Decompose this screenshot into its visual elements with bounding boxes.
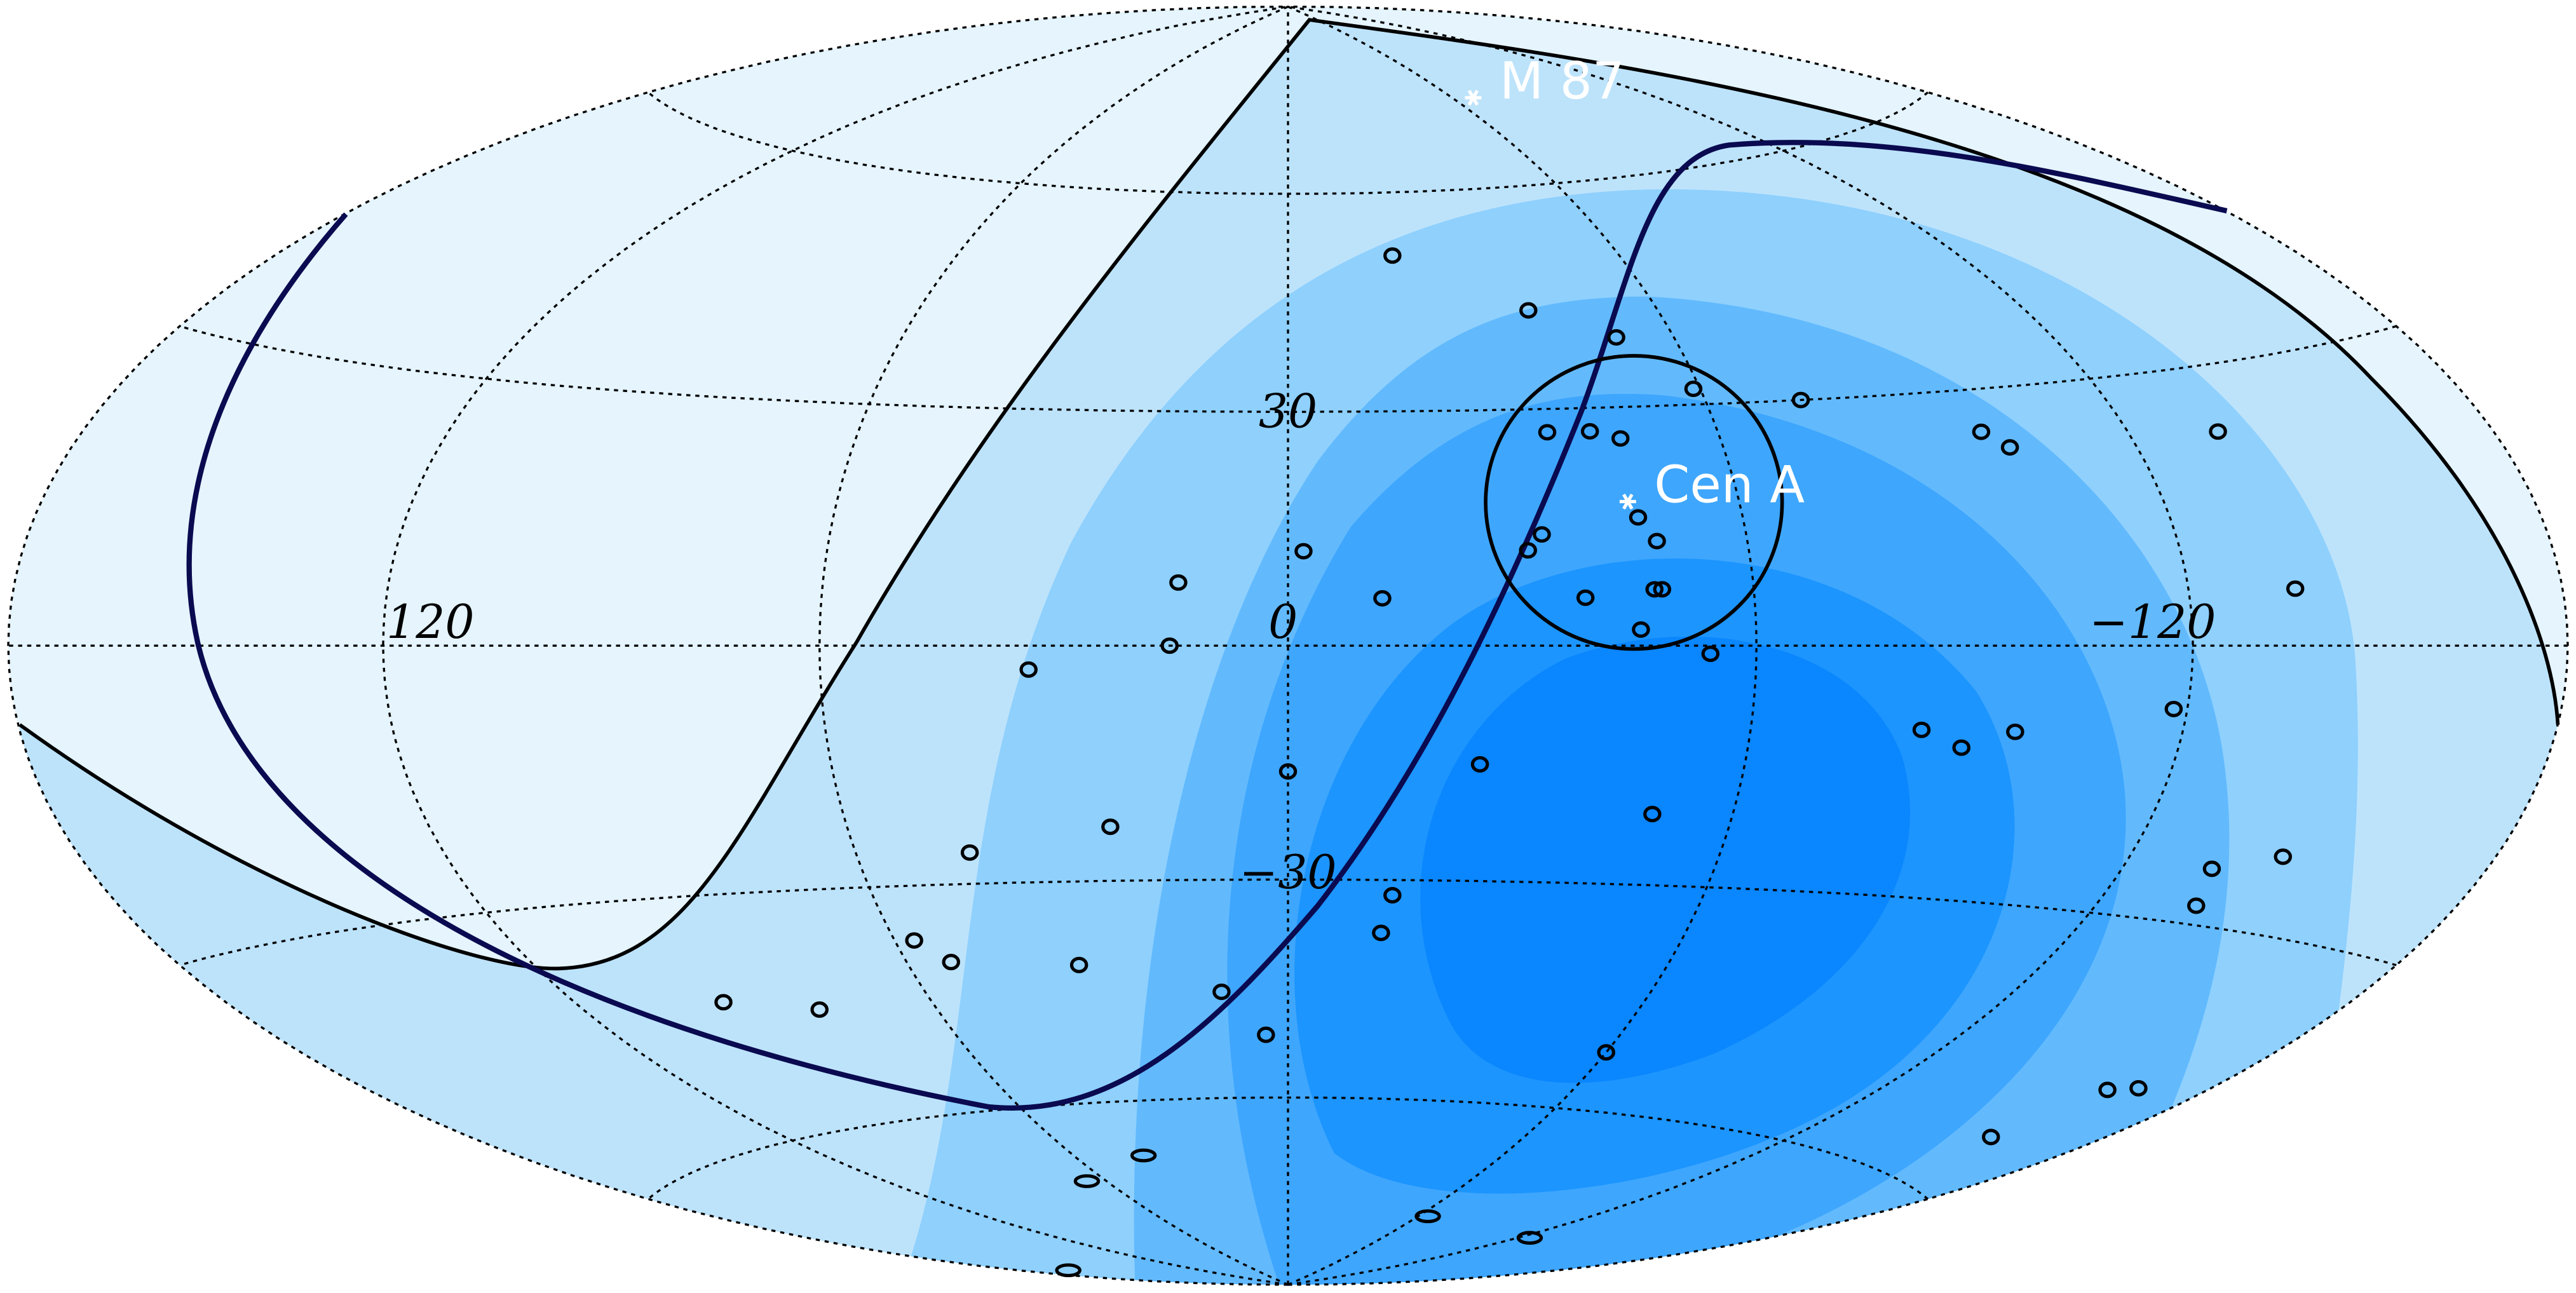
event bbox=[1643, 806, 1662, 823]
event bbox=[1212, 984, 1231, 1000]
event bbox=[1257, 1026, 1275, 1043]
x-tick-label: 120 bbox=[386, 596, 475, 649]
event bbox=[1130, 1148, 1157, 1163]
parallel bbox=[647, 91, 1929, 195]
cen-a-region bbox=[1484, 354, 1784, 651]
source-marker bbox=[1465, 90, 1482, 106]
event bbox=[942, 954, 961, 971]
event bbox=[2000, 439, 2019, 456]
meridian bbox=[7, 5, 1289, 1286]
event bbox=[2286, 580, 2305, 597]
event bbox=[2274, 848, 2293, 865]
event bbox=[1611, 430, 1630, 447]
y-tick-label: −30 bbox=[1239, 846, 1336, 900]
event bbox=[1791, 391, 1810, 409]
event bbox=[960, 844, 979, 861]
source-label: M 87 bbox=[1500, 51, 1625, 111]
event bbox=[1684, 380, 1703, 397]
event bbox=[1607, 329, 1625, 346]
event bbox=[1645, 581, 1664, 598]
event bbox=[1519, 302, 1538, 319]
event bbox=[1982, 1128, 2000, 1146]
parallel bbox=[179, 325, 2397, 413]
event bbox=[1632, 621, 1650, 638]
event bbox=[1648, 532, 1666, 550]
event bbox=[1972, 423, 1991, 440]
event bbox=[1160, 637, 1179, 654]
event bbox=[2209, 423, 2227, 440]
event bbox=[905, 932, 923, 949]
source-label: Cen A bbox=[1654, 455, 1805, 515]
supergalactic-plane bbox=[186, 140, 2228, 1111]
graticule bbox=[7, 5, 2569, 1286]
x-tick-label: 0 bbox=[1268, 596, 1298, 649]
event bbox=[1470, 755, 1489, 773]
source-star bbox=[1467, 90, 1479, 106]
parallel bbox=[179, 878, 2397, 966]
events bbox=[714, 247, 2305, 1278]
exposure-band bbox=[1420, 636, 1911, 1083]
event bbox=[1101, 818, 1120, 836]
x-tick-label: −120 bbox=[2089, 596, 2216, 649]
event bbox=[1629, 509, 1648, 526]
event bbox=[1019, 661, 1038, 678]
event bbox=[1538, 424, 1557, 441]
event bbox=[2202, 860, 2221, 877]
event bbox=[2164, 700, 2183, 717]
event bbox=[1533, 526, 1551, 543]
event bbox=[1519, 542, 1537, 559]
event bbox=[1069, 956, 1088, 973]
event bbox=[1383, 887, 1402, 904]
source-marker bbox=[1619, 493, 1636, 510]
labels: 120 0 −120 30 −30 M 87 Cen A bbox=[386, 51, 2216, 900]
event bbox=[1516, 1231, 1543, 1245]
event bbox=[1653, 581, 1672, 598]
event bbox=[1414, 1209, 1441, 1224]
event bbox=[1073, 1174, 1101, 1188]
event bbox=[1372, 924, 1390, 942]
event bbox=[2187, 897, 2206, 914]
event bbox=[1383, 247, 1402, 264]
event bbox=[1576, 589, 1595, 606]
event bbox=[1278, 763, 1298, 780]
exposure-map bbox=[8, 6, 2568, 1285]
event bbox=[714, 994, 733, 1011]
event bbox=[1597, 1044, 1615, 1061]
event bbox=[1055, 1263, 1081, 1278]
event bbox=[1294, 543, 1313, 560]
source-star bbox=[1622, 493, 1634, 510]
event bbox=[1169, 574, 1188, 591]
event bbox=[2006, 723, 2024, 740]
event bbox=[2098, 1081, 2117, 1099]
event bbox=[1580, 423, 1599, 440]
event bbox=[1373, 590, 1392, 607]
parallel bbox=[647, 1096, 1929, 1200]
y-tick-label: 30 bbox=[1259, 385, 1317, 438]
event bbox=[1952, 739, 1971, 756]
event bbox=[810, 1001, 829, 1018]
event bbox=[2129, 1080, 2148, 1097]
event bbox=[1912, 721, 1931, 738]
event bbox=[1701, 646, 1720, 662]
